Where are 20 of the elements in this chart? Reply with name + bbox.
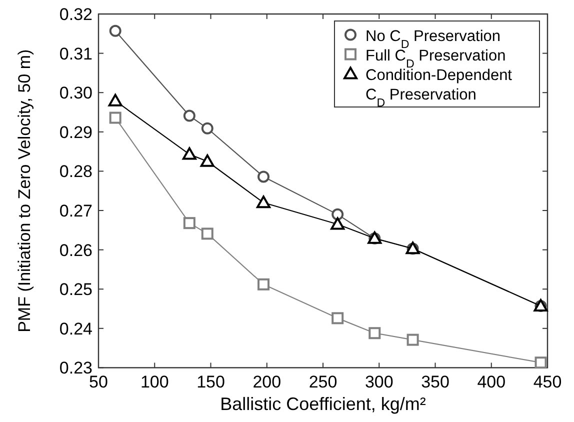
x-tick-label: 200 [252, 372, 282, 392]
y-tick-label: 0.32 [59, 5, 92, 24]
x-tick-label: 400 [477, 372, 506, 392]
x-axis-title: Ballistic Coefficient, kg/m² [220, 394, 426, 414]
y-tick-label: 0.24 [59, 319, 92, 338]
x-tick-label: 250 [308, 372, 338, 392]
y-tick-label: 0.30 [59, 84, 92, 103]
x-tick-label: 450 [533, 372, 562, 392]
x-tick-label: 100 [140, 372, 169, 392]
y-axis-title: PMF (Initiation to Zero Velocity, 50 m) [15, 49, 34, 332]
y-tick-label: 0.31 [59, 44, 92, 64]
x-tick-label: 150 [196, 372, 225, 392]
y-tick-label: 0.25 [59, 280, 92, 300]
x-tick-label: 300 [364, 372, 394, 392]
y-tick-label: 0.28 [59, 162, 92, 182]
x-tick-label: 350 [421, 372, 450, 392]
y-tick-label: 0.29 [59, 122, 92, 142]
y-tick-label: 0.27 [59, 202, 92, 220]
y-tick-label: 0.26 [59, 240, 92, 260]
x-tick-label: 50 [89, 372, 108, 392]
